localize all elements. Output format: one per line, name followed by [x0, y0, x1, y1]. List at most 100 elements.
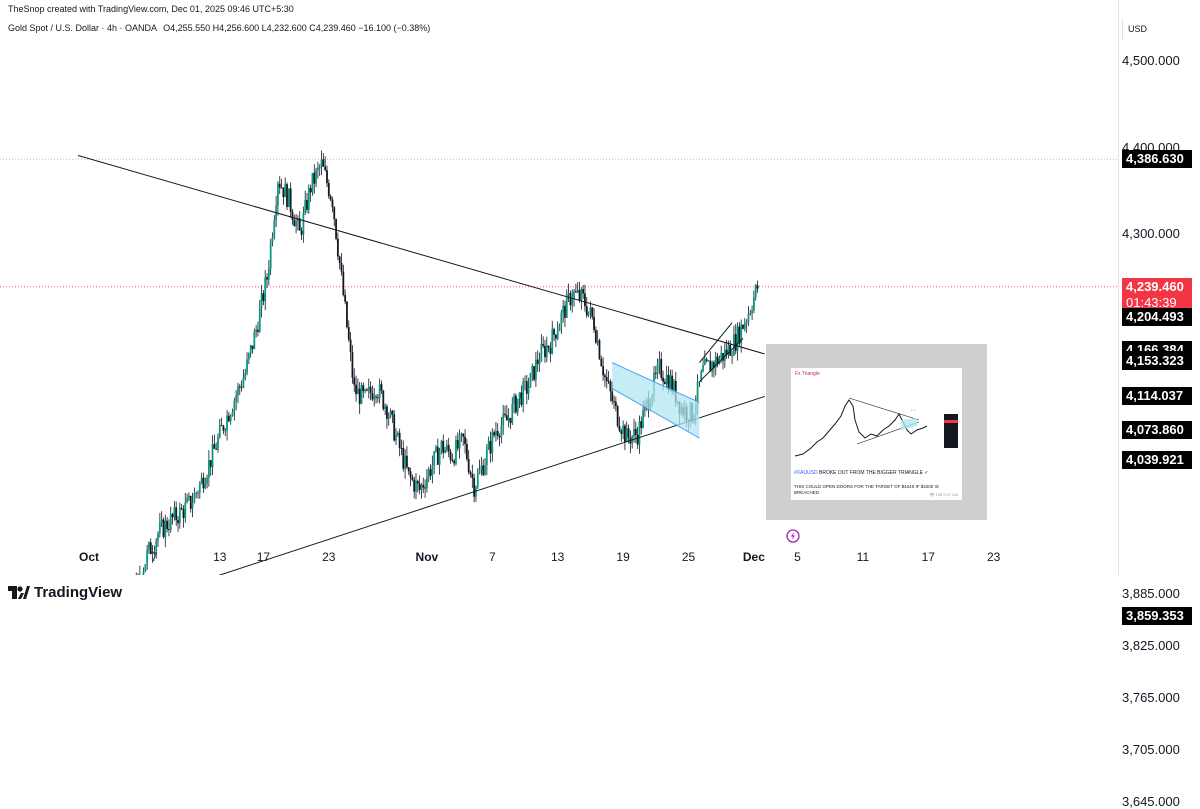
- candle-body: [375, 396, 377, 398]
- symbol-legend[interactable]: Gold Spot / U.S. Dollar · 4h · OANDA O4,…: [8, 23, 430, 33]
- candle-body: [291, 211, 294, 220]
- candle-body: [198, 483, 201, 493]
- candle-body: [482, 465, 485, 475]
- candle-body: [258, 307, 261, 332]
- tradingview-logo[interactable]: TradingView: [8, 584, 122, 601]
- candle-body: [663, 381, 666, 384]
- price-tick-label: 3,825.000: [1122, 638, 1180, 654]
- candle-body: [260, 293, 263, 308]
- candle-body: [191, 502, 194, 509]
- candle-body: [393, 414, 396, 441]
- inset-body: THIS COULD OPEN DOORS FOR THE TARGET OF …: [794, 484, 939, 495]
- candle-body: [235, 395, 238, 401]
- candle-body: [611, 391, 614, 402]
- candle-body: [516, 398, 519, 413]
- candle-body: [616, 406, 619, 426]
- candle-body: [307, 187, 310, 210]
- bar-countdown-label: 01:43:39: [1122, 293, 1192, 312]
- candle-body: [355, 384, 357, 395]
- candle-body: [178, 507, 181, 524]
- time-tick-label: 7: [151, 550, 158, 564]
- candle-body: [518, 392, 521, 399]
- candle-body: [600, 358, 603, 367]
- channel-bottom-bull-flag-channel: [611, 388, 700, 439]
- candle-body: [475, 486, 477, 497]
- candle-body: [215, 448, 218, 450]
- candle-body: [149, 542, 152, 555]
- candle-body: [424, 487, 426, 489]
- candle-body: [656, 364, 659, 374]
- candle-body: [456, 440, 459, 449]
- candle-body: [326, 170, 328, 184]
- candle-body: [465, 444, 468, 460]
- candle-body: [378, 384, 381, 399]
- candle-body: [331, 199, 334, 208]
- candle-body: [491, 432, 494, 454]
- candle-body: [204, 483, 207, 489]
- candle-body: [173, 507, 176, 518]
- candle-body: [638, 421, 641, 445]
- candle-body: [709, 360, 712, 372]
- price-label: 4,073.860: [1122, 421, 1192, 440]
- currency-label[interactable]: USD: [1128, 24, 1148, 34]
- candle-body: [696, 381, 699, 406]
- candle-body: [300, 230, 303, 235]
- candle-body: [727, 344, 730, 355]
- candle-body: [642, 410, 644, 428]
- candle-body: [327, 183, 330, 197]
- candle-body: [218, 425, 221, 438]
- candle-body: [340, 262, 343, 272]
- candle-body: [422, 484, 425, 488]
- time-tick-label: 11: [856, 550, 870, 564]
- candle-body: [282, 187, 285, 198]
- candle-body: [382, 390, 385, 409]
- candle-body: [567, 293, 570, 295]
- candle-body: [431, 465, 434, 476]
- candle-body: [289, 188, 292, 212]
- trendline-descending-resistance: [77, 154, 765, 355]
- candle-body: [736, 326, 739, 351]
- candle-body: [613, 401, 615, 403]
- inset-screenshot: Fx Triangle #XAUUSD BROKE OUT FROM THE B…: [766, 344, 987, 520]
- candle-body: [273, 220, 276, 238]
- candle-body: [353, 377, 356, 385]
- candle-body: [429, 469, 432, 476]
- candle-body: [714, 356, 717, 368]
- candle-body: [731, 355, 733, 357]
- candle-body: [596, 340, 599, 343]
- price-chart[interactable]: [0, 0, 1118, 575]
- candle-body: [747, 313, 750, 322]
- candle-body: [525, 381, 528, 394]
- candle-body: [722, 353, 724, 361]
- candle-body: [578, 290, 581, 300]
- candle-body: [162, 519, 165, 538]
- candle-body: [189, 496, 192, 509]
- candle-body: [344, 294, 347, 302]
- channel-top-rising-channel: [699, 322, 733, 363]
- inset-headline-text: BROKE OUT FROM THE BIGGER TRIANGLE ✓: [817, 470, 929, 476]
- candle-body: [743, 323, 746, 329]
- candle-body: [607, 381, 610, 383]
- price-label: 4,153.323: [1122, 352, 1192, 371]
- tradingview-logo-icon: [8, 586, 30, 599]
- candle-body: [277, 183, 279, 206]
- candle-body: [415, 480, 417, 492]
- candle-body: [754, 285, 757, 297]
- publisher-badge-icon: [786, 529, 800, 543]
- candle-body: [698, 381, 701, 383]
- time-tick-label: Nov: [415, 550, 439, 564]
- candle-body: [269, 242, 272, 269]
- candle-body: [311, 172, 314, 193]
- candle-body: [469, 472, 472, 475]
- candle-body: [484, 465, 486, 475]
- candle-body: [582, 289, 585, 294]
- candle-body: [433, 451, 436, 466]
- candle-body: [418, 483, 421, 490]
- candle-body: [286, 184, 288, 207]
- candle-body: [238, 386, 241, 388]
- candle-body: [351, 352, 354, 378]
- candle-body: [338, 256, 341, 263]
- candle-body: [313, 172, 316, 184]
- candle-body: [580, 289, 583, 300]
- candle-body: [553, 329, 555, 335]
